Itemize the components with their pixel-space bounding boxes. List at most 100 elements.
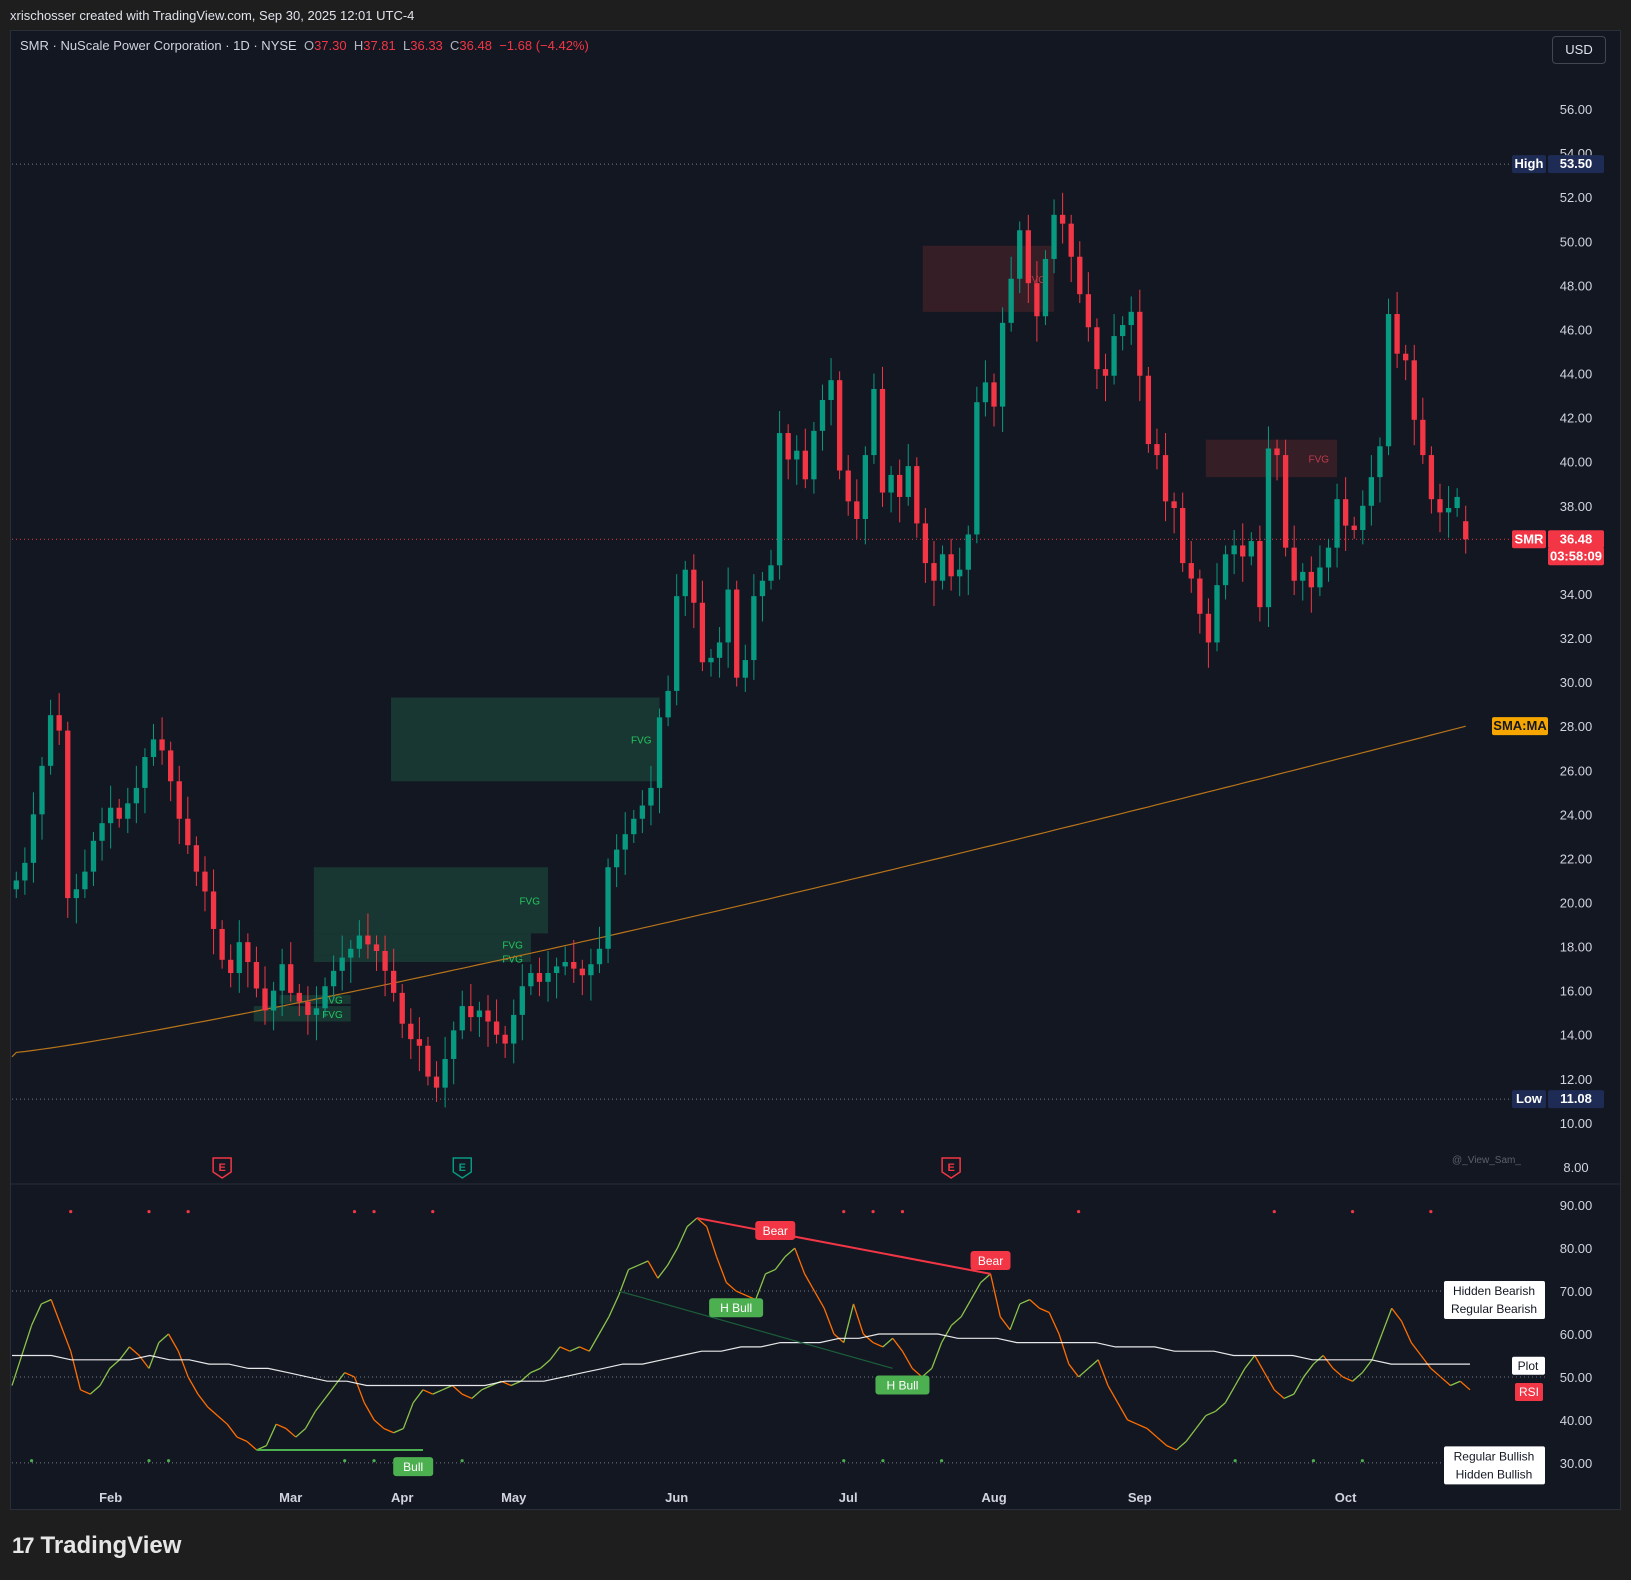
rsi-segment: [1420, 1355, 1432, 1369]
candle-body: [1274, 448, 1280, 456]
candle-body: [674, 596, 680, 691]
rsi-bear-dot: [1272, 1210, 1276, 1214]
earnings-icon: [452, 1157, 473, 1179]
rsi-segment: [265, 1423, 277, 1446]
candle-body: [776, 433, 783, 566]
rsi-segment: [89, 1385, 101, 1395]
rsi-segment: [1009, 1303, 1021, 1330]
time-axis-label: Jul: [839, 1490, 858, 1505]
rsi-segment: [295, 1427, 306, 1438]
rsi-bull-dot: [1360, 1459, 1364, 1463]
rsi-segment: [1361, 1359, 1373, 1374]
candle-body: [1360, 505, 1366, 531]
candle-body: [73, 889, 79, 899]
rsi-bull-dot: [881, 1459, 885, 1463]
rsi-segment: [715, 1256, 727, 1283]
symbol-tag-bg: [1512, 530, 1546, 549]
rsi-segment: [1127, 1419, 1138, 1425]
rsi-segment: [921, 1367, 933, 1378]
rsi-segment: [158, 1333, 169, 1344]
rsi-segment: [794, 1247, 806, 1275]
bull-label: Bull: [403, 1460, 423, 1474]
chart-frame: [10, 30, 1621, 1510]
candle-body: [296, 992, 302, 1002]
rsi-segment: [422, 1389, 434, 1395]
earnings-label: E: [947, 1162, 954, 1174]
rsi-segment: [1195, 1415, 1207, 1429]
rsi-segment: [520, 1372, 532, 1382]
candle-body: [879, 388, 886, 493]
candle-body: [716, 642, 723, 658]
price-axis-tick: 22.00: [1560, 851, 1593, 866]
rsi-segment: [1273, 1389, 1285, 1399]
candle-body: [168, 750, 174, 782]
candle-body: [1248, 541, 1254, 557]
rsi-segment: [236, 1436, 248, 1442]
rsi-segment: [197, 1393, 209, 1408]
candle-body: [133, 787, 140, 804]
rsi-bull-dot: [1311, 1459, 1316, 1463]
rsi-axis-tick: 60.00: [1560, 1327, 1593, 1342]
rsi-segment: [559, 1346, 571, 1352]
candle-body: [90, 840, 97, 872]
sma-tag-bg: [1492, 717, 1548, 736]
rsi-plot-line: [12, 1333, 1470, 1387]
fvg-zone: [313, 867, 549, 934]
candle-body: [65, 730, 71, 899]
bear-label: Bear: [763, 1224, 788, 1238]
open-label: O: [303, 38, 315, 53]
rsi-segment: [1087, 1359, 1099, 1369]
rsi-segment: [539, 1359, 551, 1369]
rsi-segment: [11, 1355, 23, 1386]
candle-body: [1085, 294, 1092, 328]
fvg-zone: [313, 955, 531, 963]
candle-body: [511, 1014, 517, 1044]
rsi-segment: [1234, 1368, 1246, 1386]
rsi-axis-tick: 30.00: [1560, 1456, 1593, 1471]
candle-body: [373, 944, 380, 951]
candle-body: [1180, 507, 1186, 564]
price-axis-tick: 10.00: [1560, 1116, 1593, 1131]
currency-button[interactable]: USD: [1552, 36, 1606, 64]
candle-body: [1042, 258, 1049, 317]
rsi-segment: [1459, 1380, 1471, 1391]
symbol-name[interactable]: SMR · NuScale Power Corporation · 1D · N…: [20, 38, 297, 53]
rsi-segment: [363, 1402, 375, 1421]
rsi-segment: [1342, 1376, 1353, 1382]
candle-body: [270, 990, 277, 1011]
rsi-segment: [442, 1384, 453, 1391]
fvg-label: FVG: [519, 896, 540, 907]
candle-body: [1017, 230, 1023, 279]
rsi-bear-dot: [372, 1210, 376, 1214]
candle-body: [1240, 545, 1246, 557]
candle-body: [1154, 444, 1160, 456]
rsi-bull-dot: [842, 1459, 846, 1463]
rsi-bull-dot: [343, 1459, 347, 1463]
rsi-segment: [451, 1385, 463, 1395]
candle-body: [425, 1045, 431, 1077]
candle-body: [1463, 521, 1469, 540]
candle-body: [1403, 353, 1409, 361]
candle-body: [1291, 547, 1297, 581]
rsi-segment: [1440, 1376, 1451, 1387]
high-value-tag-bg: [1548, 155, 1604, 174]
candle-body: [1119, 325, 1126, 337]
rsi-axis-tick: 90.00: [1560, 1198, 1593, 1213]
candle-body: [613, 849, 620, 868]
rsi-segment: [304, 1410, 316, 1429]
watermark-text: @_View_Sam_: [1452, 1155, 1521, 1166]
symbol-info-line[interactable]: SMR · NuScale Power Corporation · 1D · N…: [20, 38, 589, 53]
candle-body: [476, 1010, 483, 1018]
price-axis-tick: 48.00: [1560, 278, 1593, 293]
candle-body: [897, 474, 903, 497]
rsi-segment: [1263, 1372, 1275, 1391]
tradingview-brand[interactable]: 17 TradingView: [12, 1532, 181, 1560]
bear-label: Bear: [978, 1254, 1003, 1268]
rsi-segment: [481, 1384, 492, 1391]
earnings-label: E: [218, 1162, 225, 1174]
rsi-segment: [941, 1325, 952, 1343]
candle-body: [999, 322, 1006, 407]
fvg-label: FVG: [1309, 454, 1330, 465]
rsi-bear-dot: [1076, 1210, 1081, 1214]
